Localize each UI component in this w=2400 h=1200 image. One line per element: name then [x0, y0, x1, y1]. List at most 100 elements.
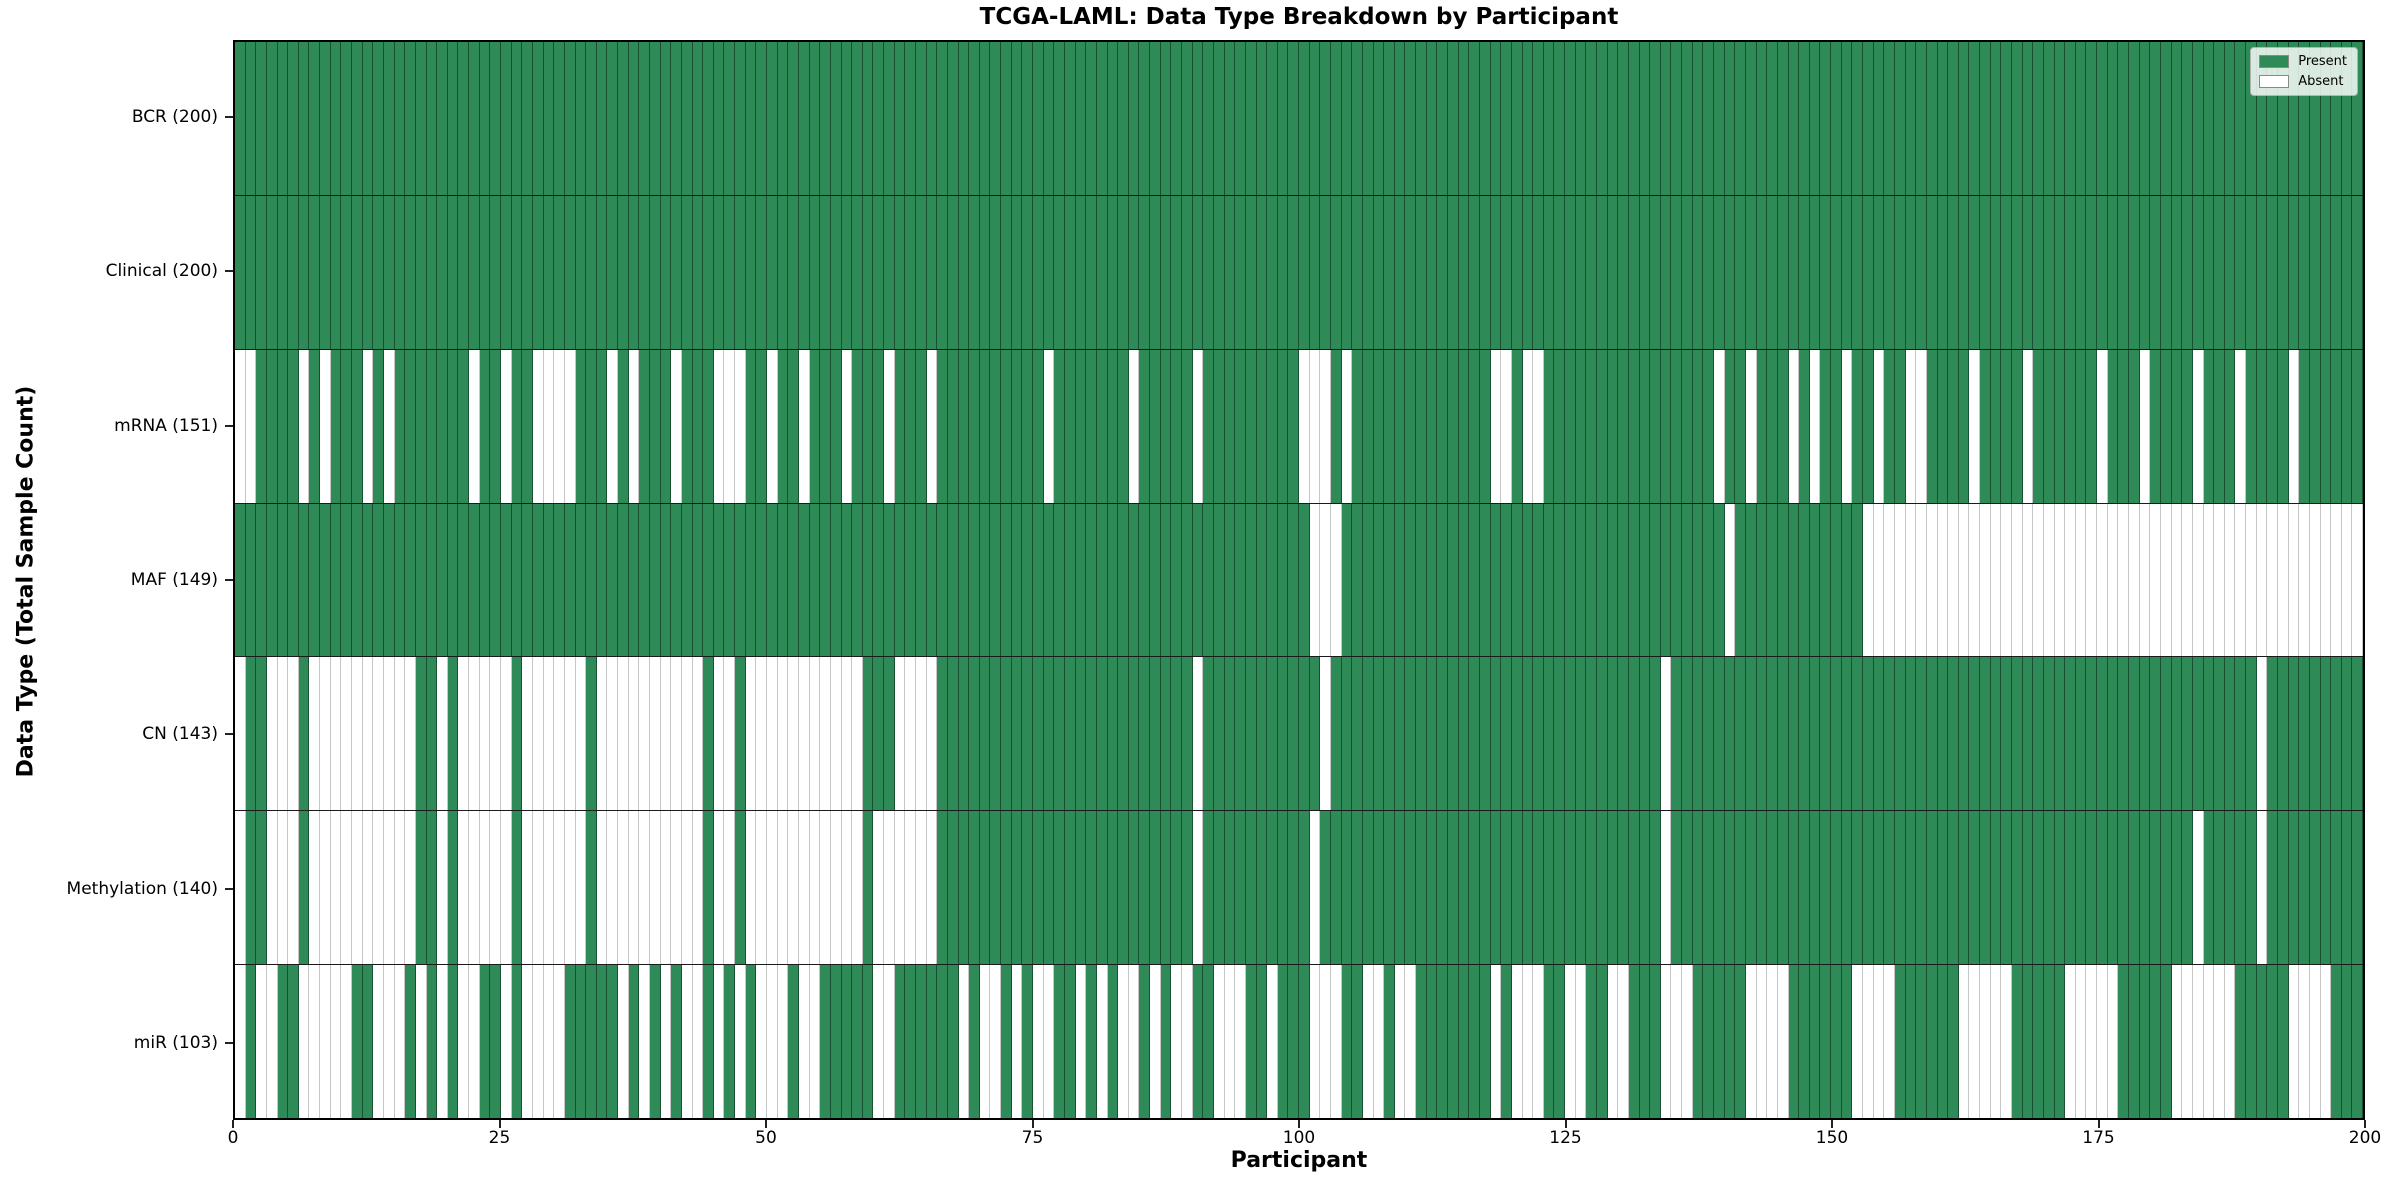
heatmap-cell — [2192, 42, 2204, 195]
heatmap-cell — [362, 811, 374, 965]
heatmap-cell — [1096, 811, 1108, 965]
heatmap-cell — [2224, 195, 2236, 349]
heatmap-cell — [2086, 965, 2098, 1119]
heatmap-cell — [1597, 657, 1608, 811]
heatmap-cell — [2246, 349, 2257, 503]
heatmap-cell — [1054, 657, 1065, 811]
heatmap-cell — [1490, 811, 1502, 965]
heatmap-cell — [2224, 965, 2236, 1119]
heatmap-cell — [1543, 657, 1555, 811]
heatmap-cell — [2097, 503, 2108, 657]
heatmap-cell — [2001, 349, 2012, 503]
heatmap-cell — [1543, 349, 1555, 503]
heatmap-cell — [1075, 349, 1087, 503]
heatmap-cell — [1107, 503, 1119, 657]
heatmap-cell — [947, 965, 959, 1119]
heatmap-cell — [1011, 195, 1023, 349]
heatmap-cell — [490, 503, 502, 657]
heatmap-cell — [447, 503, 459, 657]
heatmap-cell — [1745, 349, 1757, 503]
heatmap-cell — [1820, 42, 1832, 195]
heatmap-cell — [841, 349, 853, 503]
heatmap-cell — [2086, 657, 2098, 811]
heatmap-cell — [2182, 349, 2193, 503]
heatmap-cell — [1575, 503, 1587, 657]
heatmap-cell — [692, 965, 704, 1119]
heatmap-cell — [1160, 965, 1172, 1119]
heatmap-cell — [1724, 349, 1736, 503]
heatmap-cell — [1671, 503, 1683, 657]
heatmap-cell — [564, 42, 576, 195]
heatmap-cell — [1926, 349, 1938, 503]
heatmap-cell — [1841, 811, 1853, 965]
heatmap-cell — [841, 42, 853, 195]
heatmap-cell — [383, 195, 395, 349]
heatmap-cell — [958, 503, 970, 657]
heatmap-cell — [1948, 657, 1959, 811]
heatmap-cell — [1671, 811, 1683, 965]
heatmap-cell — [2011, 195, 2023, 349]
heatmap-cell — [2075, 349, 2087, 503]
heatmap-cell — [1703, 657, 1715, 811]
heatmap-cell — [1692, 657, 1704, 811]
heatmap-cell — [1320, 503, 1331, 657]
heatmap-cell — [309, 42, 321, 195]
heatmap-cell — [447, 349, 459, 503]
heatmap-cell — [288, 811, 299, 965]
heatmap-cell — [1799, 195, 1810, 349]
heatmap-cell — [1001, 657, 1012, 811]
heatmap-cell — [735, 657, 746, 811]
heatmap-cell — [1745, 42, 1757, 195]
heatmap-cell — [1905, 657, 1917, 811]
heatmap-cell — [543, 657, 555, 811]
heatmap-cell — [1458, 195, 1470, 349]
heatmap-cell — [266, 657, 278, 811]
heatmap-cell — [2278, 349, 2289, 503]
heatmap-cell — [266, 965, 278, 1119]
heatmap-cell — [1948, 965, 1959, 1119]
heatmap-cell — [1841, 195, 1853, 349]
heatmap-cell — [235, 657, 246, 811]
heatmap-row-clinical — [235, 195, 2364, 350]
heatmap-cell — [628, 811, 640, 965]
heatmap-cell — [1362, 811, 1374, 965]
heatmap-cell — [2065, 811, 2076, 965]
heatmap-cell — [809, 195, 821, 349]
heatmap-cell — [1894, 811, 1906, 965]
heatmap-cell — [352, 42, 363, 195]
heatmap-cell — [2182, 657, 2193, 811]
heatmap-cell — [1043, 811, 1055, 965]
heatmap-cell — [1267, 42, 1278, 195]
heatmap-cell — [628, 42, 640, 195]
heatmap-cell — [235, 195, 246, 349]
heatmap-cell — [2011, 42, 2023, 195]
heatmap-cell — [2331, 349, 2342, 503]
heatmap-cell — [2341, 42, 2353, 195]
heatmap-cell — [1809, 503, 1821, 657]
heatmap-cell — [1330, 965, 1342, 1119]
heatmap-cell — [1405, 657, 1417, 811]
heatmap-cell — [405, 349, 416, 503]
heatmap-cell — [1426, 42, 1438, 195]
heatmap-cell — [1458, 657, 1470, 811]
heatmap-cell — [1267, 811, 1278, 965]
heatmap-cell — [2214, 657, 2225, 811]
heatmap-cell — [1650, 42, 1661, 195]
heatmap-cell — [1118, 42, 1129, 195]
heatmap-cell — [2097, 42, 2108, 195]
heatmap-cell — [2107, 195, 2119, 349]
heatmap-cell — [1182, 965, 1193, 1119]
heatmap-cell — [256, 349, 267, 503]
heatmap-cell — [1373, 349, 1385, 503]
heatmap-cell — [2288, 965, 2300, 1119]
heatmap-cell — [1490, 195, 1502, 349]
heatmap-cell — [1150, 503, 1161, 657]
heatmap-cell — [298, 503, 310, 657]
heatmap-cell — [1182, 349, 1193, 503]
heatmap-cell — [1586, 503, 1597, 657]
heatmap-cell — [2256, 657, 2268, 811]
heatmap-cell — [916, 503, 927, 657]
heatmap-cell — [947, 811, 959, 965]
heatmap-cell — [703, 349, 714, 503]
heatmap-cell — [2309, 349, 2321, 503]
